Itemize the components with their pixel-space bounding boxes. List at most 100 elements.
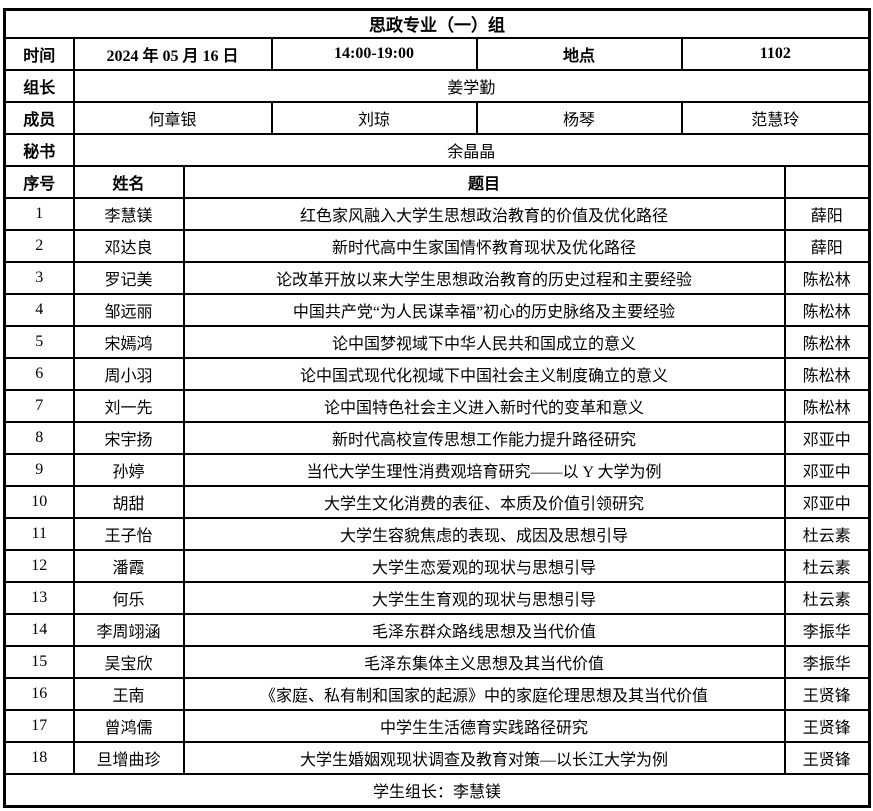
row-advisor: 薛阳 [783,196,871,231]
row-student-name: 刘一先 [72,388,185,423]
member-name: 刘琼 [270,100,478,135]
student-leader-note: 学生组长：李慧镁 [3,772,871,808]
row-thesis-title: 大学生婚姻观现状调查及教育对策—以长江大学为例 [182,740,786,775]
row-advisor: 陈松林 [783,260,871,295]
row-student-name: 何乐 [72,580,185,615]
row-advisor: 邓亚中 [783,452,871,487]
row-thesis-title: 毛泽东集体主义思想及其当代价值 [182,644,786,679]
row-student-name: 旦增曲珍 [72,740,185,775]
row-no: 4 [3,292,75,327]
row-student-name: 吴宝欣 [72,644,185,679]
row-student-name: 胡甜 [72,484,185,519]
row-advisor: 李振华 [783,612,871,647]
row-thesis-title: 论中国特色社会主义进入新时代的变革和意义 [182,388,786,423]
row-thesis-title: 红色家风融入大学生思想政治教育的价值及优化路径 [182,196,786,231]
row-advisor: 邓亚中 [783,420,871,455]
row-advisor: 陈松林 [783,388,871,423]
date-value: 2024 年 05 月 16 日 [72,36,273,71]
leader-label: 组长 [3,68,75,103]
col-header-no: 序号 [3,164,75,199]
row-no: 13 [3,580,75,615]
row-no: 7 [3,388,75,423]
row-student-name: 邓达良 [72,228,185,263]
row-no: 11 [3,516,75,551]
member-name: 何章银 [72,100,273,135]
secretary-row: 秘书 余晶晶 [3,132,871,167]
row-thesis-title: 论中国式现代化视域下中国社会主义制度确立的意义 [182,356,786,391]
table-row: 9 孙婷 当代大学生理性消费观培育研究——以 Y 大学为例 邓亚中 [3,452,871,487]
row-thesis-title: 中国共产党“为人民谋幸福”初心的历史脉络及主要经验 [182,292,786,327]
row-advisor: 邓亚中 [783,484,871,519]
table-row: 1 李慧镁 红色家风融入大学生思想政治教育的价值及优化路径 薛阳 [3,196,871,231]
row-no: 17 [3,708,75,743]
member-name: 杨琴 [475,100,683,135]
time-range-value: 14:00-19:00 [270,36,478,71]
member-name: 范慧玲 [680,100,871,135]
row-student-name: 周小羽 [72,356,185,391]
table-row: 3 罗记美 论改革开放以来大学生思想政治教育的历史过程和主要经验 陈松林 [3,260,871,295]
row-advisor: 王贤锋 [783,708,871,743]
row-no: 15 [3,644,75,679]
row-thesis-title: 新时代高中生家国情怀教育现状及优化路径 [182,228,786,263]
table-title: 思政专业（一）组 [3,8,871,39]
row-advisor: 杜云素 [783,548,871,583]
row-student-name: 孙婷 [72,452,185,487]
row-student-name: 李慧镁 [72,196,185,231]
row-advisor: 陈松林 [783,324,871,359]
table-row: 6 周小羽 论中国式现代化视域下中国社会主义制度确立的意义 陈松林 [3,356,871,391]
defense-schedule-table: 思政专业（一）组 时间 2024 年 05 月 16 日 14:00-19:00… [3,8,872,808]
row-advisor: 李振华 [783,644,871,679]
info-row: 时间 2024 年 05 月 16 日 14:00-19:00 地点 1102 [3,36,871,71]
table-row: 17 曾鸿儒 中学生生活德育实践路径研究 王贤锋 [3,708,871,743]
row-thesis-title: 论改革开放以来大学生思想政治教育的历史过程和主要经验 [182,260,786,295]
leader-value: 姜学勤 [72,68,871,103]
title-row: 思政专业（一）组 [3,8,871,39]
row-thesis-title: 大学生文化消费的表征、本质及价值引领研究 [182,484,786,519]
secretary-label: 秘书 [3,132,75,167]
row-no: 18 [3,740,75,775]
row-student-name: 李周翊涵 [72,612,185,647]
table-row: 18 旦增曲珍 大学生婚姻观现状调查及教育对策—以长江大学为例 王贤锋 [3,740,871,775]
row-no: 12 [3,548,75,583]
row-advisor: 杜云素 [783,516,871,551]
row-advisor: 王贤锋 [783,676,871,711]
row-no: 14 [3,612,75,647]
row-no: 10 [3,484,75,519]
location-label: 地点 [475,36,683,71]
row-no: 3 [3,260,75,295]
row-no: 16 [3,676,75,711]
row-no: 9 [3,452,75,487]
table-row: 11 王子怡 大学生容貌焦虑的表现、成因及思想引导 杜云素 [3,516,871,551]
room-value: 1102 [680,36,871,71]
row-student-name: 王南 [72,676,185,711]
table-row: 16 王南 《家庭、私有制和国家的起源》中的家庭伦理思想及其当代价值 王贤锋 [3,676,871,711]
row-thesis-title: 新时代高校宣传思想工作能力提升路径研究 [182,420,786,455]
col-header-advisor [783,164,871,199]
row-student-name: 罗记美 [72,260,185,295]
col-header-name: 姓名 [72,164,185,199]
row-student-name: 曾鸿儒 [72,708,185,743]
table-row: 7 刘一先 论中国特色社会主义进入新时代的变革和意义 陈松林 [3,388,871,423]
table-row: 14 李周翊涵 毛泽东群众路线思想及当代价值 李振华 [3,612,871,647]
row-thesis-title: 论中国梦视域下中华人民共和国成立的意义 [182,324,786,359]
members-row: 成员 何章银 刘琼 杨琴 范慧玲 [3,100,871,135]
row-no: 1 [3,196,75,231]
row-no: 2 [3,228,75,263]
row-no: 6 [3,356,75,391]
row-thesis-title: 当代大学生理性消费观培育研究——以 Y 大学为例 [182,452,786,487]
row-no: 8 [3,420,75,455]
row-thesis-title: 毛泽东群众路线思想及当代价值 [182,612,786,647]
row-no: 5 [3,324,75,359]
row-thesis-title: 中学生生活德育实践路径研究 [182,708,786,743]
table-row: 13 何乐 大学生生育观的现状与思想引导 杜云素 [3,580,871,615]
time-label: 时间 [3,36,75,71]
table-row: 12 潘霞 大学生恋爱观的现状与思想引导 杜云素 [3,548,871,583]
leader-row: 组长 姜学勤 [3,68,871,103]
column-header-row: 序号 姓名 题目 [3,164,871,199]
row-advisor: 陈松林 [783,356,871,391]
row-thesis-title: 大学生容貌焦虑的表现、成因及思想引导 [182,516,786,551]
table-row: 10 胡甜 大学生文化消费的表征、本质及价值引领研究 邓亚中 [3,484,871,519]
col-header-title: 题目 [182,164,786,199]
row-thesis-title: 大学生生育观的现状与思想引导 [182,580,786,615]
